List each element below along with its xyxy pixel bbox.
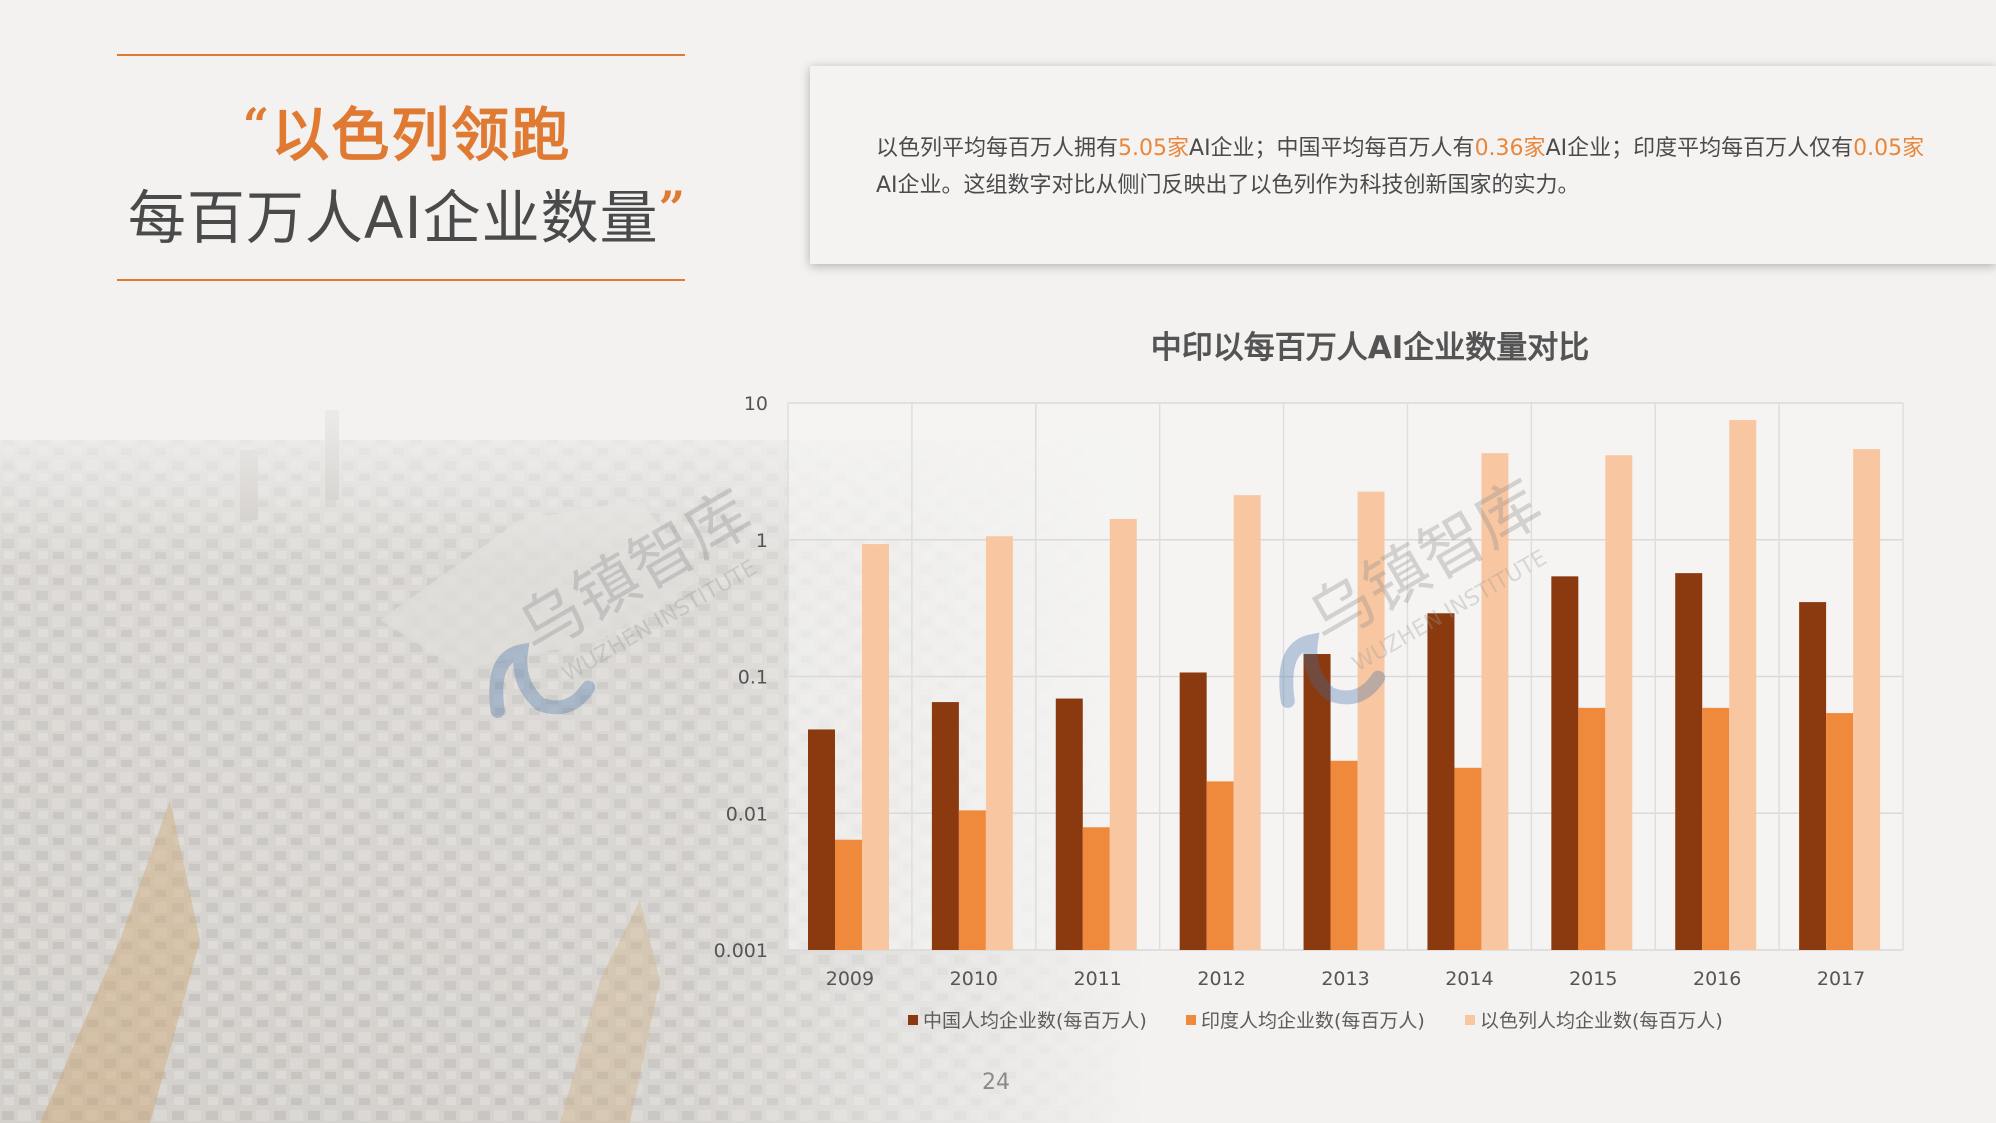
summary-part-1: 以色列平均每百万人拥有 — [876, 136, 1119, 161]
headline: “以色列领跑 每百万人AI企业数量” — [117, 90, 697, 256]
y-tick-label: 0.01 — [726, 803, 768, 825]
bar-india — [1826, 713, 1854, 950]
y-tick-label: 0.1 — [738, 667, 768, 689]
summary-callout: 以色列平均每百万人拥有5.05家AI企业；中国平均每百万人有0.36家AI企业；… — [810, 66, 1996, 264]
headline-top-rule — [117, 54, 685, 56]
legend-swatch-china — [908, 1015, 918, 1025]
y-tick-label: 0.001 — [714, 940, 768, 962]
x-tick-label: 2017 — [1817, 968, 1865, 990]
bar-india — [1330, 760, 1358, 950]
bar-israel — [1233, 495, 1261, 950]
bar-israel — [985, 536, 1013, 950]
legend-label-india: 印度人均企业数(每百万人) — [1201, 1010, 1425, 1032]
bar-chart: 10 1 0.1 0.01 0.001 2009 2010 2011 2012 2013 2014 2… — [714, 393, 1904, 990]
summary-part-2: AI企业；中国平均每百万人有 — [1189, 136, 1475, 161]
summary-text: 以色列平均每百万人拥有5.05家AI企业；中国平均每百万人有0.36家AI企业；… — [876, 130, 1926, 204]
headline-bottom-rule — [117, 279, 685, 281]
close-quote: ” — [658, 181, 687, 235]
legend-swatch-israel — [1465, 1015, 1475, 1025]
bar-china — [1799, 602, 1827, 950]
bar-israel — [862, 544, 889, 950]
bar-israel — [1605, 455, 1633, 950]
bar-china — [1303, 654, 1331, 950]
headline-line2-text: 每百万人AI企业数量 — [127, 184, 659, 252]
chart-title: 中印以每百万人AI企业数量对比 — [1150, 330, 1590, 366]
summary-highlight-india: 0.05家 — [1853, 136, 1925, 161]
x-tick-label: 2011 — [1074, 968, 1122, 990]
summary-highlight-china: 0.36家 — [1474, 136, 1546, 161]
x-tick-label: 2014 — [1445, 968, 1493, 990]
bar-china — [1055, 698, 1083, 950]
x-tick-label: 2015 — [1569, 968, 1617, 990]
bar-india — [1702, 707, 1730, 950]
x-tick-label: 2013 — [1321, 968, 1369, 990]
bar-china — [1179, 672, 1207, 950]
bar-india — [1454, 767, 1482, 950]
bar-china — [1427, 613, 1455, 950]
bar-china — [1675, 573, 1703, 950]
bar-china — [808, 729, 835, 950]
bar-india — [1578, 707, 1606, 950]
bar-india — [1082, 827, 1110, 950]
bar-israel — [1729, 420, 1757, 950]
legend-swatch-india — [1186, 1015, 1196, 1025]
headline-line1: “以色列领跑 — [117, 90, 697, 170]
page-number: 24 — [982, 1070, 1010, 1095]
summary-highlight-israel: 5.05家 — [1118, 136, 1190, 161]
bar-israel — [1109, 518, 1137, 950]
summary-part-3: AI企业；印度平均每百万人仅有 — [1545, 136, 1854, 161]
x-tick-label: 2012 — [1197, 968, 1245, 990]
bar-india — [1206, 781, 1234, 950]
bar-india — [958, 810, 986, 950]
headline-line1-text: 以色列领跑 — [271, 101, 572, 169]
legend-item-israel: 以色列人均企业数(每百万人) — [1465, 1006, 1723, 1033]
x-tick-label: 2009 — [826, 968, 874, 990]
legend-item-china: 中国人均企业数(每百万人) — [908, 1006, 1147, 1033]
x-tick-label: 2016 — [1693, 968, 1741, 990]
y-tick-label: 10 — [744, 393, 768, 415]
bar-china — [931, 702, 959, 950]
bar-israel — [1481, 453, 1509, 950]
legend-item-india: 印度人均企业数(每百万人) — [1186, 1006, 1425, 1033]
bar-china — [1551, 576, 1579, 950]
bar-israel — [1357, 491, 1385, 950]
legend-label-china: 中国人均企业数(每百万人) — [923, 1010, 1147, 1032]
headline-line2: 每百万人AI企业数量” — [117, 170, 697, 256]
summary-part-4: AI企业。这组数字对比从侧门反映出了以色列作为科技创新国家的实力。 — [876, 173, 1580, 198]
open-quote: “ — [242, 98, 272, 152]
bar-israel — [1853, 449, 1881, 950]
bar-india — [835, 839, 862, 950]
y-tick-label: 1 — [756, 530, 768, 552]
legend-label-israel: 以色列人均企业数(每百万人) — [1480, 1010, 1723, 1032]
x-tick-label: 2010 — [950, 968, 998, 990]
